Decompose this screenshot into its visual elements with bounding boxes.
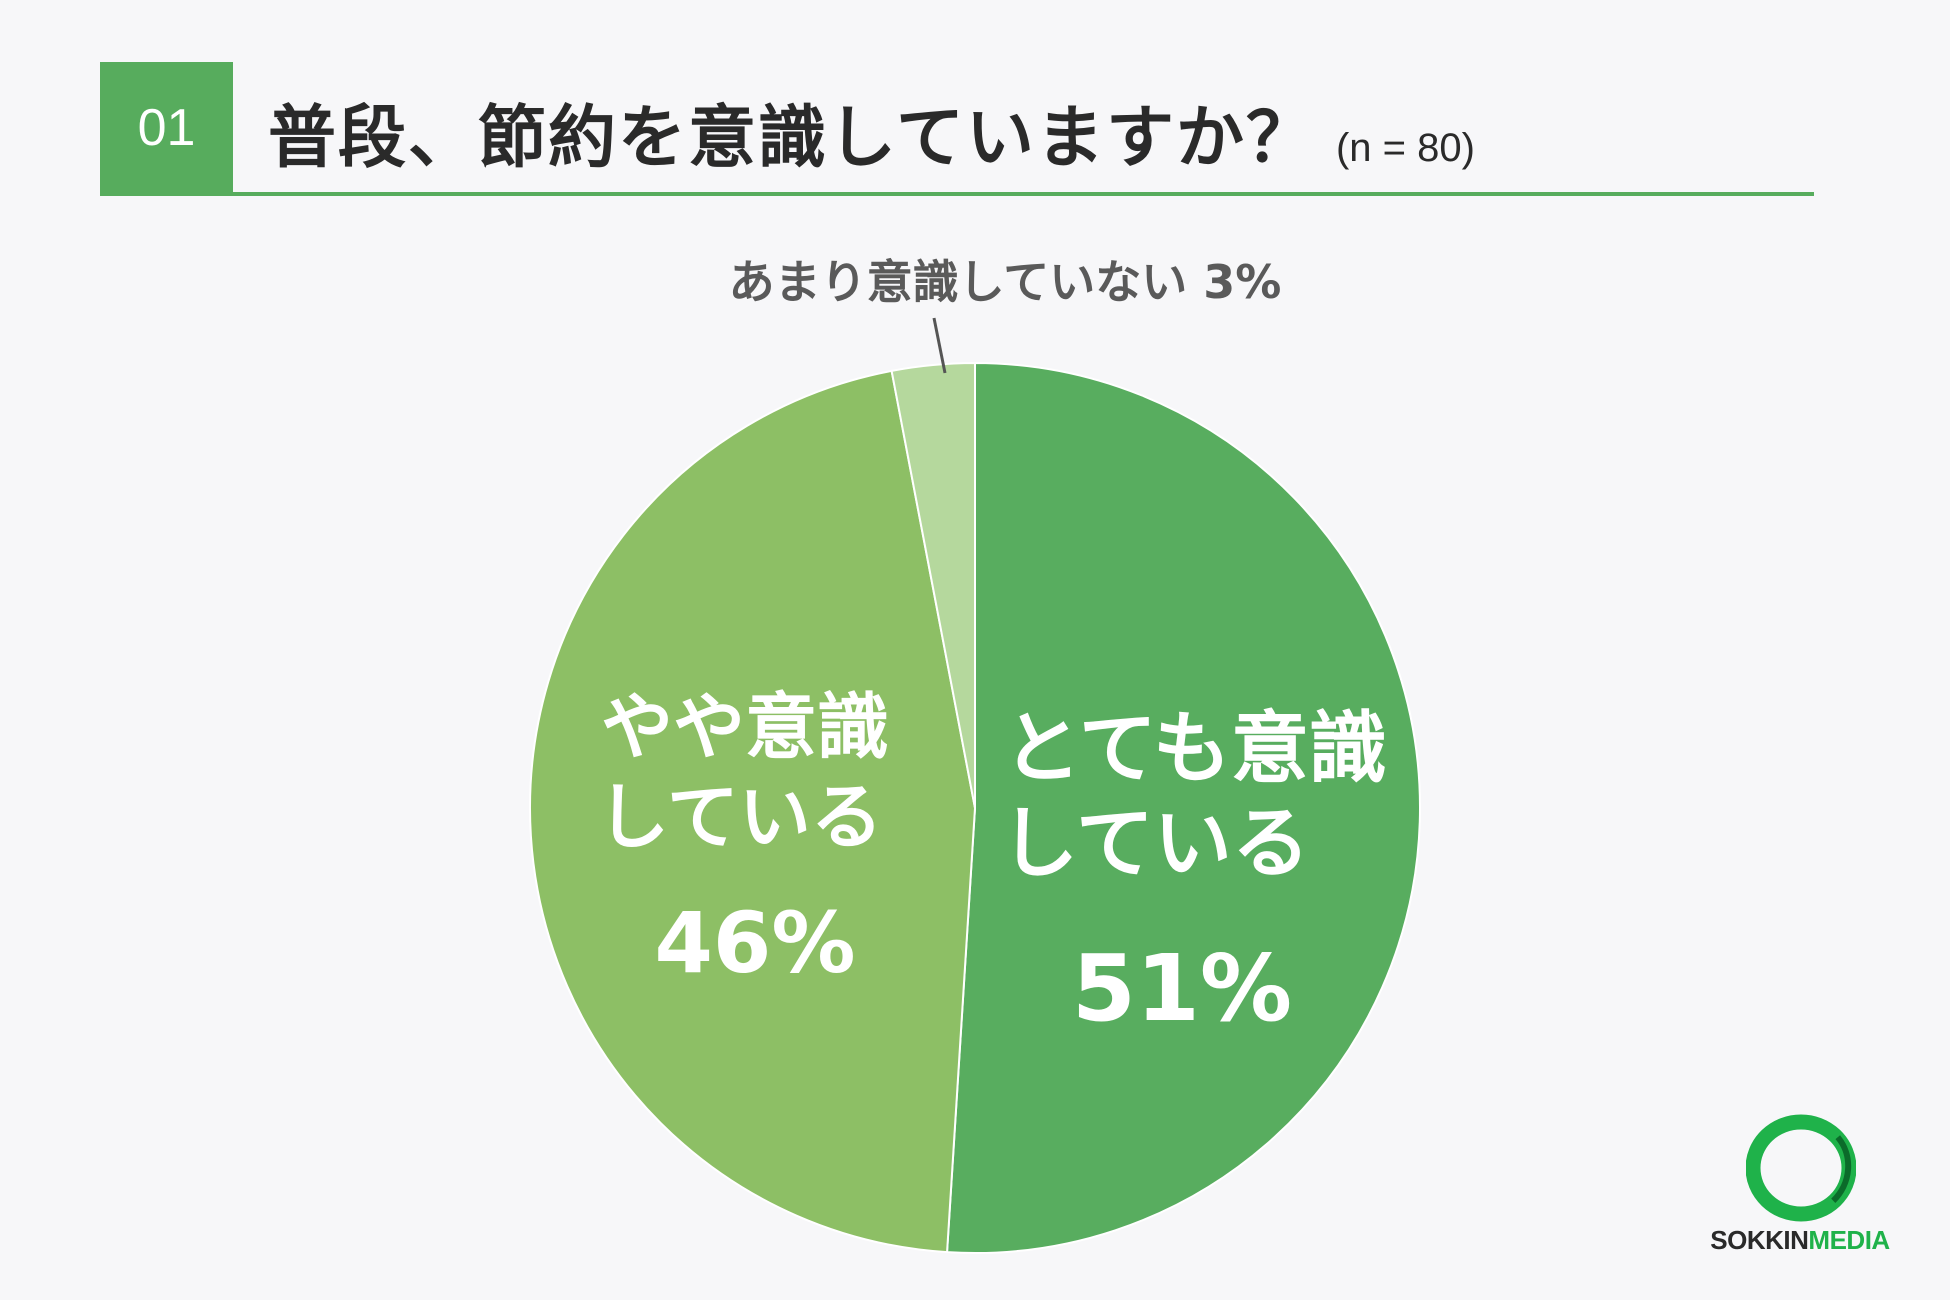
logo-wordmark: SOKKINMEDIA	[1690, 1225, 1910, 1256]
question-number: 01	[100, 62, 233, 194]
slice-1-label-line-2: している	[1000, 799, 1310, 889]
leader-line-slice-3	[932, 317, 947, 374]
chart-title-text: 普段、節約を意識していますか？	[268, 99, 1316, 178]
pie-slice-2	[529, 369, 977, 1254]
slice-3-label: あまり意識していない 3%	[729, 255, 1282, 309]
slice-2-value-label: 46%	[654, 894, 855, 992]
slice-1-label-line-1: とても意識	[1003, 704, 1387, 794]
pie-slice-1	[945, 361, 1422, 1254]
chart-title: 普段、節約を意識していますか？ (n = 80)	[268, 82, 1475, 181]
slice-2-label-line-1: やや意識	[601, 685, 889, 769]
sample-size: (n = 80)	[1335, 126, 1475, 170]
logo-word-media: MEDIA	[1808, 1225, 1890, 1255]
slice-1-value-label: 51%	[1072, 935, 1292, 1042]
logo-word-sokkin: SOKKIN	[1710, 1225, 1809, 1255]
logo-ring-icon	[1746, 1114, 1856, 1222]
chart-header: 01 普段、節約を意識していますか？ (n = 80)	[100, 62, 1814, 196]
slice-2-label-line-2: している	[597, 775, 883, 859]
header-rule	[100, 192, 1814, 196]
sokkin-media-logo: SOKKINMEDIA	[1690, 1105, 1910, 1265]
pie-slice-3	[890, 361, 976, 809]
